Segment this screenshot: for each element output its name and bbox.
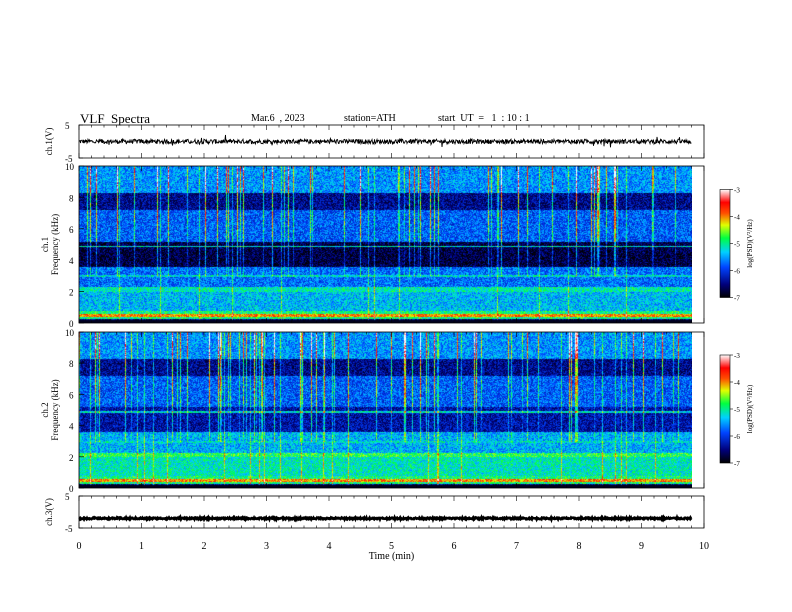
colorbar-tick-label: -5 xyxy=(734,406,740,414)
x-axis-label: Time (min) xyxy=(369,551,414,562)
x-tick-label: 3 xyxy=(264,541,269,552)
figure-title: VLF Spectra xyxy=(80,111,151,126)
ch3-waveform-ylabel: ch.3(V) xyxy=(44,498,54,526)
y-tick-label: -5 xyxy=(65,524,73,534)
colorbar-tick-label: -4 xyxy=(734,214,740,222)
ch1-spectrogram-ylabel: Frequency (kHz) xyxy=(50,214,60,275)
x-tick-label: 7 xyxy=(514,541,519,552)
y-tick-label: 8 xyxy=(69,193,74,203)
ch1-waveform-ylabel: ch.1(V) xyxy=(44,128,54,156)
ch1-spectrogram-colorbar xyxy=(719,189,731,298)
ch1-spectrogram-colorbar-label: log(PSD)(V²/Hz) xyxy=(746,219,754,268)
x-tick-label: 6 xyxy=(452,541,457,552)
start-time-label: start UT = 1 : 10 : 1 xyxy=(438,113,530,124)
ch2-spectrogram-colorbar-label: log(PSD)(V²/Hz) xyxy=(746,384,754,433)
y-tick-label: 0 xyxy=(69,484,74,494)
y-tick-label: -5 xyxy=(65,154,73,164)
ch3-waveform-line xyxy=(78,513,693,524)
x-tick-label: 9 xyxy=(639,541,644,552)
ch2-spectrogram-ylabel: Frequency (kHz) xyxy=(50,379,60,440)
station-label: station=ATH xyxy=(344,113,396,124)
colorbar-tick-label: -5 xyxy=(734,241,740,249)
y-tick-label: 2 xyxy=(69,453,74,463)
x-tick-label: 10 xyxy=(699,541,709,552)
colorbar-tick-label: -6 xyxy=(734,433,740,441)
date-label: Mar.6 , 2023 xyxy=(251,113,305,124)
x-tick-label: 2 xyxy=(202,541,207,552)
ch1-waveform-line xyxy=(78,134,692,148)
x-tick-label: 5 xyxy=(389,541,394,552)
x-tick-label: 4 xyxy=(327,541,332,552)
y-tick-label: 5 xyxy=(65,121,70,131)
y-tick-label: 10 xyxy=(65,162,75,172)
colorbar-tick-label: -3 xyxy=(734,187,740,195)
ch2-spectrogram-image xyxy=(79,332,692,488)
colorbar-tick-label: -7 xyxy=(734,460,740,468)
x-tick-label: 0 xyxy=(77,541,82,552)
x-tick-label: 8 xyxy=(577,541,582,552)
ch2-spectrogram-channel-label: ch.2 xyxy=(40,402,50,417)
x-tick-label: 1 xyxy=(139,541,144,552)
y-tick-label: 6 xyxy=(69,225,74,235)
y-tick-label: 4 xyxy=(69,256,74,266)
y-tick-label: 5 xyxy=(65,492,70,502)
ch1-spectrogram-channel-label: ch.1 xyxy=(40,237,50,252)
y-tick-label: 8 xyxy=(69,359,74,369)
ch2-spectrogram-colorbar xyxy=(719,354,731,464)
y-tick-label: 0 xyxy=(69,319,74,329)
colorbar-tick-label: -7 xyxy=(734,295,740,303)
colorbar-tick-label: -3 xyxy=(734,352,740,360)
colorbar-tick-label: -6 xyxy=(734,268,740,276)
colorbar-tick-label: -4 xyxy=(734,379,740,387)
y-tick-label: 10 xyxy=(65,328,75,338)
y-tick-label: 4 xyxy=(69,422,74,432)
y-tick-label: 6 xyxy=(69,390,74,400)
ch1-spectrogram-image xyxy=(79,166,692,323)
y-tick-label: 2 xyxy=(69,288,74,298)
